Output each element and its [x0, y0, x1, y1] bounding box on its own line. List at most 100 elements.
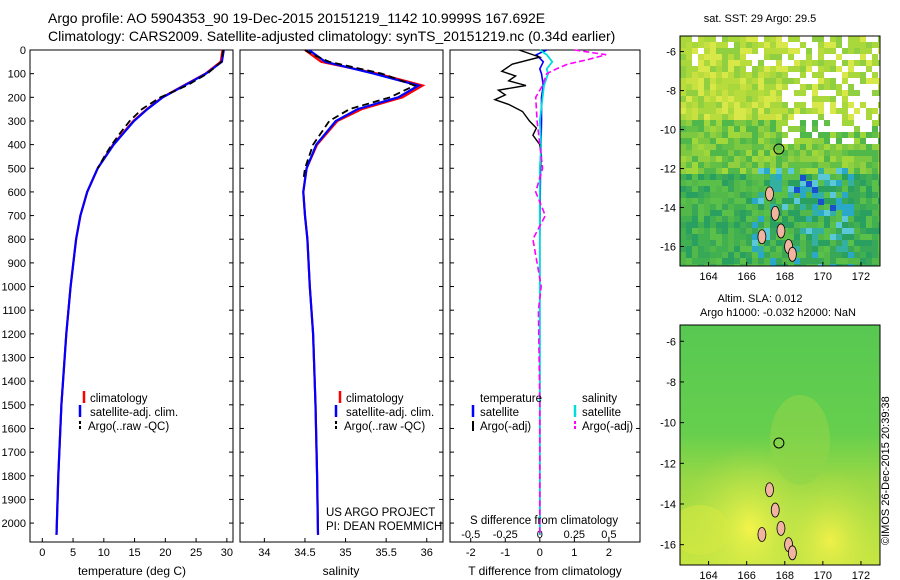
y-tick-label: 200: [8, 92, 26, 104]
y-tick-label: 100: [8, 69, 26, 81]
x-tick-label: 0: [537, 547, 543, 559]
map-y-tick-label: -12: [660, 458, 676, 470]
map-x-tick-label: 168: [776, 570, 794, 580]
temperature-panel-frame: [29, 49, 234, 543]
s-tick-label: -0.25: [493, 529, 518, 541]
map-x-tick-label: 170: [814, 271, 832, 283]
salinity-axis-label: salinity: [323, 564, 360, 578]
legend-label-t-argo: Argo(-adj): [480, 421, 531, 433]
series-line-climatology: [302, 49, 426, 535]
sst-map-title: sat. SST: 29 Argo: 29.5: [704, 13, 817, 25]
annotation-pi: PI: DEAN ROEMMICH: [326, 521, 442, 533]
temperature-axis-label: temperature (deg C): [78, 564, 186, 578]
y-tick-label: 600: [8, 187, 26, 199]
t-difference-axis-label: T difference from climatology: [468, 564, 622, 578]
sla-map-title: Altim. SLA: 0.012: [718, 293, 803, 305]
annotation-project: US ARGO PROJECT: [326, 507, 435, 519]
s-tick-label: 0: [537, 529, 543, 541]
y-tick-label: 0: [20, 45, 26, 57]
x-tick-label: 34: [258, 547, 270, 559]
x-tick-label: 36: [421, 547, 433, 559]
y-tick-label: 300: [8, 116, 26, 128]
y-tick-label: 2000: [2, 518, 26, 530]
legend-label-climatology: climatology: [346, 393, 404, 405]
map-y-tick-label: -14: [660, 499, 676, 511]
island-shape: [765, 186, 774, 202]
island-shape: [770, 502, 780, 518]
y-tick-label: 1900: [2, 494, 26, 506]
series-line-argo-raw-qc-: [302, 49, 417, 181]
map-x-tick-label: 164: [699, 271, 717, 283]
legend-label-satellite: satellite-adj. clim.: [346, 407, 434, 419]
island-shape: [776, 520, 786, 536]
x-tick-label: 20: [159, 547, 171, 559]
argo-location-marker: [773, 143, 785, 155]
x-tick-label: -2: [466, 547, 476, 559]
legend-label-argo: Argo(..raw -QC): [88, 421, 169, 433]
series-line-t-argo: [493, 49, 543, 174]
series-line-climatology: [55, 49, 224, 535]
series-line-s-argo: [532, 49, 607, 535]
x-tick-label: 0: [39, 547, 45, 559]
x-tick-label: 1: [571, 547, 577, 559]
island-shape: [787, 246, 797, 262]
x-tick-label: 30: [221, 547, 233, 559]
map-y-tick-label: -10: [660, 125, 676, 137]
y-tick-label: 1200: [2, 329, 26, 341]
salinity-panel-frame: [239, 49, 444, 543]
page-title-line2: Climatology: CARS2009. Satellite-adjuste…: [48, 28, 616, 44]
x-tick-label: 5: [70, 547, 76, 559]
y-tick-label: 1300: [2, 353, 26, 365]
map-y-tick-label: -16: [660, 242, 676, 254]
map-y-tick-label: -6: [666, 336, 676, 348]
legend-label-s-argo: Argo(-adj): [582, 421, 633, 433]
series-line-satellite-adj-clim-: [302, 49, 422, 535]
legend-label-argo: Argo(..raw -QC): [344, 421, 425, 433]
sla-map-subtitle: Argo h1000: -0.032 h2000: NaN: [700, 307, 856, 319]
map-y-tick-label: -12: [660, 164, 676, 176]
x-tick-label: 2: [606, 547, 612, 559]
y-tick-label: 500: [8, 163, 26, 175]
island-shape: [757, 527, 767, 542]
x-tick-label: 10: [98, 547, 110, 559]
y-tick-label: 1400: [2, 376, 26, 388]
y-tick-label: 1000: [2, 282, 26, 294]
difference-panel-frame: [449, 49, 641, 543]
legend-head-temperature: temperature: [480, 393, 542, 405]
map-y-tick-label: -8: [666, 377, 676, 389]
salinity-legend: climatology satellite-adj. clim. Argo(..…: [326, 391, 442, 533]
island-shape: [776, 223, 786, 239]
s-tick-label: 0.25: [564, 529, 585, 541]
map-y-tick-label: -8: [666, 86, 676, 98]
y-tick-label: 1600: [2, 423, 26, 435]
island-shape: [770, 205, 780, 221]
legend-head-salinity: salinity: [582, 393, 617, 405]
map-x-tick-label: 168: [776, 271, 794, 283]
map-y-tick-label: -16: [660, 540, 676, 552]
legend-label-climatology: climatology: [90, 393, 148, 405]
x-tick-label: 35: [339, 547, 351, 559]
x-tick-label: 25: [190, 547, 202, 559]
map-y-tick-label: -10: [660, 418, 676, 430]
map-x-tick-label: 166: [737, 570, 755, 580]
y-tick-label: 800: [8, 234, 26, 246]
y-tick-label: 1800: [2, 471, 26, 483]
map-x-tick-label: 172: [852, 271, 870, 283]
y-tick-label: 1700: [2, 447, 26, 459]
s-difference-axis-label: S difference from climatology: [470, 515, 618, 527]
island-shape: [757, 229, 767, 245]
x-tick-label: 34.5: [294, 547, 315, 559]
legend-label-t-satellite: satellite: [480, 407, 519, 419]
map-x-tick-label: 166: [737, 271, 755, 283]
y-tick-label: 400: [8, 140, 26, 152]
difference-legend: temperature salinity satellite Argo(-adj…: [470, 393, 633, 527]
s-tick-label: -0.5: [461, 529, 480, 541]
map-y-tick-label: -14: [660, 203, 676, 215]
series-line-argo-raw-qc-: [96, 49, 225, 169]
sst-map-pixels: [680, 36, 880, 266]
sla-map-field: [680, 325, 880, 565]
y-tick-label: 700: [8, 211, 26, 223]
map-y-tick-label: -6: [666, 47, 676, 59]
y-tick-label: 1500: [2, 400, 26, 412]
